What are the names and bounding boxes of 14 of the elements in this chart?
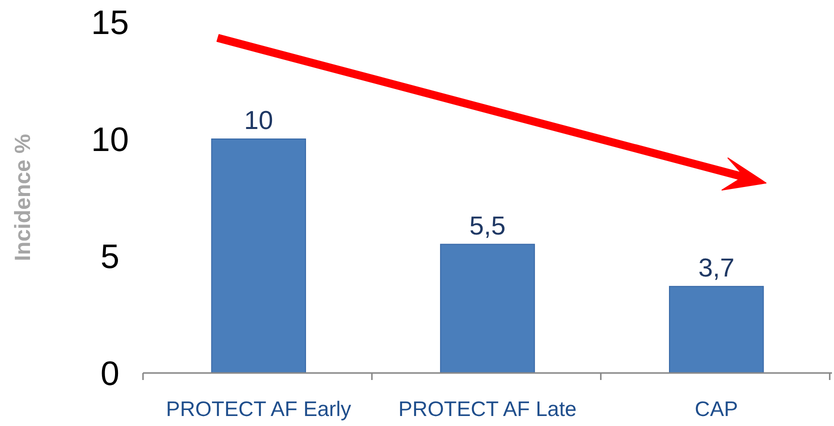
y-tick-label: 0: [100, 354, 120, 393]
y-tick-label: 10: [91, 120, 129, 159]
y-tick-label: 15: [91, 4, 129, 42]
y-tick-label: 5: [100, 238, 120, 276]
data-label: 10: [244, 105, 274, 135]
data-label: 5,5: [469, 210, 506, 240]
bar: [211, 138, 306, 374]
data-label: 3,7: [698, 252, 734, 282]
x-tick-label: PROTECT AF Late: [398, 398, 577, 421]
y-axis-title: Incidence %: [10, 134, 35, 262]
x-tick-label: CAP: [694, 398, 738, 421]
bar: [668, 286, 764, 374]
x-tick-label: PROTECT AF Early: [166, 398, 352, 421]
bar: [440, 244, 535, 374]
